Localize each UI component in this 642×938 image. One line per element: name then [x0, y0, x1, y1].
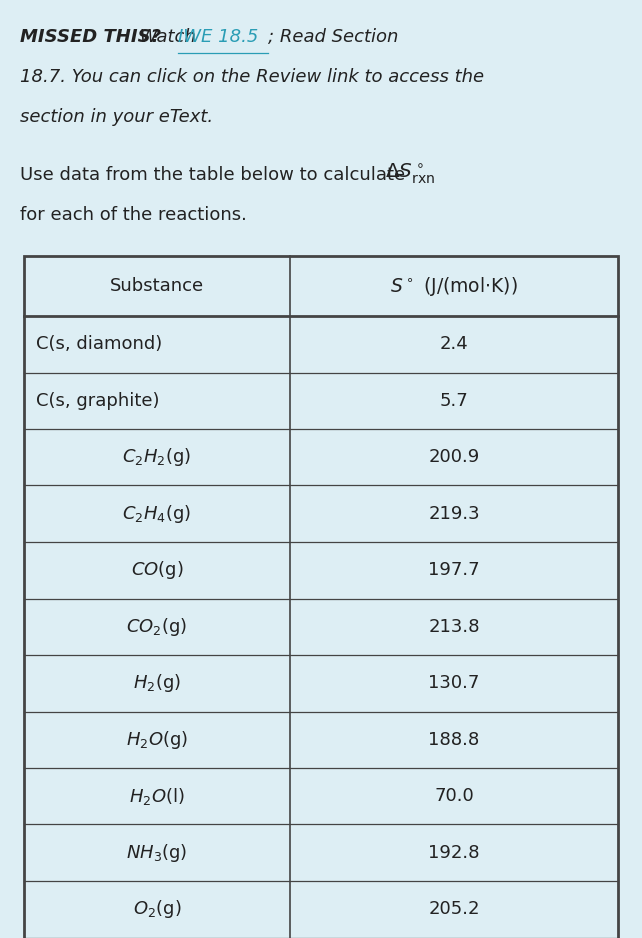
Text: 213.8: 213.8 — [428, 618, 480, 636]
Text: Watch: Watch — [134, 28, 202, 46]
Bar — [24, 256, 618, 938]
Text: $H_2O$(g): $H_2O$(g) — [126, 729, 188, 750]
Text: $C_2H_2$(g): $C_2H_2$(g) — [123, 446, 191, 468]
Text: $S^\circ\ \mathrm{(J/(mol{\cdot}K))}$: $S^\circ\ \mathrm{(J/(mol{\cdot}K))}$ — [390, 275, 518, 297]
Text: IWE 18.5: IWE 18.5 — [178, 28, 258, 46]
Text: 2.4: 2.4 — [440, 335, 469, 354]
Text: ; Read Section: ; Read Section — [268, 28, 399, 46]
Text: $NH_3$(g): $NH_3$(g) — [126, 841, 187, 864]
Text: C(s, graphite): C(s, graphite) — [36, 392, 159, 410]
Text: 197.7: 197.7 — [428, 561, 480, 580]
Text: $CO$(g): $CO$(g) — [131, 559, 184, 582]
Text: $\Delta S^\circ_\mathrm{rxn}$: $\Delta S^\circ_\mathrm{rxn}$ — [385, 162, 435, 187]
Text: 130.7: 130.7 — [428, 674, 480, 692]
Text: 18.7. You can click on the Review link to access the: 18.7. You can click on the Review link t… — [20, 68, 484, 86]
Text: 192.8: 192.8 — [428, 844, 480, 862]
Text: MISSED THIS?: MISSED THIS? — [20, 28, 161, 46]
Text: $H_2O$(l): $H_2O$(l) — [129, 786, 185, 807]
Text: 219.3: 219.3 — [428, 505, 480, 522]
Text: Use data from the table below to calculate: Use data from the table below to calcula… — [20, 166, 411, 184]
Text: 70.0: 70.0 — [434, 787, 474, 805]
Text: $O_2$(g): $O_2$(g) — [133, 899, 181, 920]
Text: Substance: Substance — [110, 277, 204, 295]
Text: $C_2H_4$(g): $C_2H_4$(g) — [123, 503, 191, 524]
Text: for each of the reactions.: for each of the reactions. — [20, 206, 247, 224]
Text: 188.8: 188.8 — [428, 731, 480, 749]
Text: $H_2$(g): $H_2$(g) — [133, 673, 181, 694]
Text: C(s, diamond): C(s, diamond) — [36, 335, 162, 354]
Text: 205.2: 205.2 — [428, 900, 480, 918]
Text: 5.7: 5.7 — [440, 392, 469, 410]
Text: 200.9: 200.9 — [428, 448, 480, 466]
Text: section in your eText.: section in your eText. — [20, 108, 213, 126]
Text: $CO_2$(g): $CO_2$(g) — [126, 615, 187, 638]
